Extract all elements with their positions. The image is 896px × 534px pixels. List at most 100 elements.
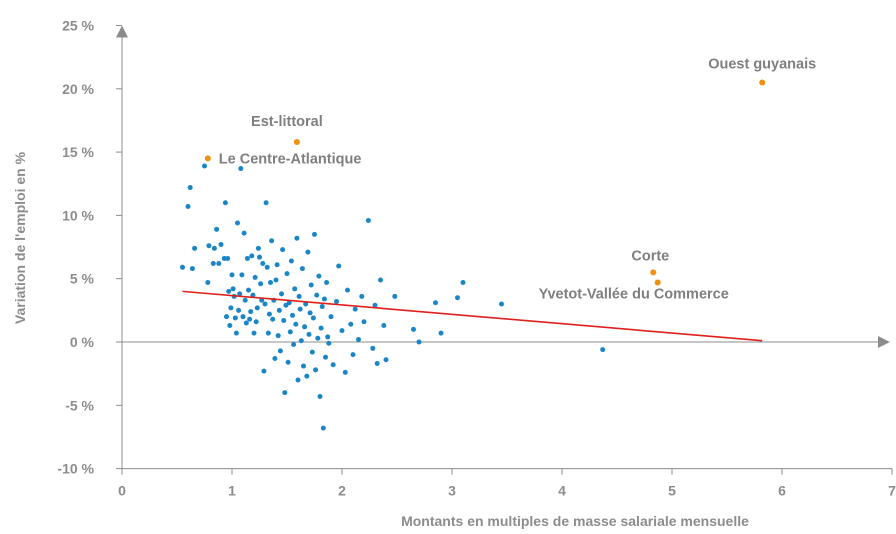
x-tick-label: 6: [778, 483, 786, 499]
data-point: [189, 266, 195, 272]
data-point: [306, 331, 312, 337]
highlight-point: [654, 279, 661, 286]
data-point: [248, 309, 254, 315]
trendline: [182, 290, 763, 342]
data-point: [235, 220, 240, 226]
data-point: [310, 315, 316, 321]
data-point: [246, 287, 251, 293]
data-point: [370, 345, 376, 351]
data-point: [297, 306, 303, 312]
data-point: [229, 272, 235, 278]
data-point: [238, 166, 244, 172]
data-point: [265, 330, 271, 336]
data-point: [307, 310, 313, 316]
x-tick-label: 5: [668, 483, 676, 499]
data-point: [284, 271, 290, 277]
data-point: [237, 291, 243, 297]
data-point: [279, 291, 284, 297]
y-tick-label: 5 %: [70, 271, 95, 287]
data-point: [268, 279, 273, 285]
data-point: [315, 335, 321, 341]
data-point: [600, 347, 606, 353]
data-point: [275, 333, 281, 339]
y-tick-label: -10 %: [57, 461, 94, 477]
data-point: [325, 334, 331, 340]
data-point: [270, 316, 276, 322]
y-axis: -10 % -5 % 0 % 5 % 10 % 15 % 20 % 25 %: [57, 18, 128, 477]
data-point: [352, 306, 358, 312]
data-point: [202, 163, 207, 169]
data-point: [236, 307, 242, 313]
data-point: [263, 200, 269, 206]
data-point: [192, 245, 198, 251]
data-point: [222, 200, 228, 206]
data-point: [250, 292, 256, 298]
data-point: [255, 245, 261, 251]
data-point: [242, 297, 248, 303]
highlight-point: [204, 155, 211, 162]
x-axis-title: Montants en multiples de masse salariale…: [401, 513, 749, 529]
x-tick-label: 4: [558, 483, 566, 499]
y-tick-label: 0 %: [70, 334, 95, 350]
data-point: [251, 330, 257, 336]
point-annotation: Ouest guyanais: [708, 56, 816, 72]
data-point: [249, 253, 255, 259]
data-point: [180, 264, 185, 270]
data-point: [411, 326, 416, 332]
data-point: [233, 330, 239, 336]
data-point: [359, 293, 365, 299]
data-point: [273, 277, 279, 283]
data-point: [356, 336, 361, 342]
data-point: [290, 312, 295, 318]
data-point: [299, 266, 305, 272]
x-tick-label: 1: [228, 483, 236, 499]
data-point: [266, 311, 272, 317]
data-point: [392, 293, 398, 299]
data-point: [287, 329, 293, 335]
y-tick-label: -5 %: [65, 397, 94, 413]
y-tick-label: 15 %: [62, 144, 94, 160]
data-point: [210, 261, 216, 267]
data-point: [257, 254, 262, 260]
data-point: [302, 324, 308, 330]
data-point: [205, 279, 211, 285]
data-point: [244, 255, 250, 261]
data-point: [281, 317, 287, 323]
data-point: [304, 373, 310, 379]
y-axis-title: Variation de l'emploi en %: [12, 151, 28, 324]
data-point: [216, 261, 222, 267]
x-tick-label: 7: [888, 483, 896, 499]
data-point: [313, 367, 319, 373]
data-point: [383, 357, 389, 363]
data-point: [339, 328, 345, 334]
data-point: [261, 368, 267, 374]
x-tick-label: 0: [118, 483, 126, 499]
data-point: [272, 355, 278, 361]
data-point: [296, 293, 302, 299]
data-point: [309, 349, 315, 355]
highlighted-points: Ouest guyanais Est-littoral Le Centre-Atla…: [204, 56, 816, 302]
data-point: [326, 340, 332, 346]
x-tick-label: 3: [448, 483, 456, 499]
data-point: [416, 339, 422, 345]
data-point: [378, 277, 383, 283]
data-point: [206, 243, 212, 249]
data-point: [324, 279, 330, 285]
data-point: [433, 300, 438, 306]
data-point: [342, 369, 348, 375]
data-point: [303, 301, 309, 307]
data-point: [345, 287, 350, 293]
data-point: [258, 281, 264, 287]
data-point: [305, 249, 311, 255]
data-point: [350, 352, 356, 358]
y-tick-label: 25 %: [62, 18, 94, 34]
x-axis-arrow: [878, 336, 890, 348]
data-point: [240, 314, 246, 320]
data-point: [316, 273, 322, 279]
data-point: [239, 272, 245, 278]
data-point: [317, 393, 323, 399]
data-point: [225, 255, 231, 261]
data-point: [292, 286, 298, 292]
highlight-point: [759, 79, 766, 86]
data-point: [361, 319, 367, 325]
